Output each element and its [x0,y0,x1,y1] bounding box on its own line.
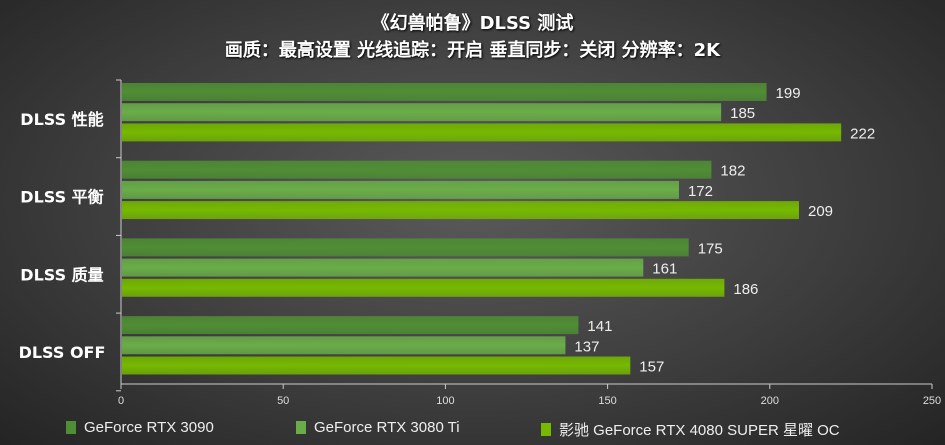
chart-title: 《幻兽帕鲁》DLSS 测试 [371,13,574,34]
legend-swatch [66,421,76,434]
data-label: 175 [698,240,723,257]
data-label: 185 [730,105,755,122]
data-label: 157 [639,359,664,376]
bar [122,123,842,142]
x-tick-label: 0 [118,395,124,407]
x-tick-label: 100 [436,395,454,407]
bar [122,180,679,199]
category-label: DLSS 平衡 [20,188,103,207]
category-label: DLSS 质量 [20,265,103,284]
x-tick-label: 200 [761,395,779,407]
legend-item: GeForce RTX 3080 Ti [296,419,460,436]
bar [122,258,644,277]
bar [122,238,689,257]
bar [122,336,566,355]
legend-item: 影驰 GeForce RTX 4080 SUPER 星曜 OC [541,419,840,440]
x-tick-label: 150 [598,395,616,407]
data-label: 172 [688,183,713,200]
legend-label: 影驰 GeForce RTX 4080 SUPER 星曜 OC [559,422,840,439]
data-label: 209 [808,203,833,220]
category-label: DLSS OFF [19,343,106,362]
data-label: 222 [850,125,875,142]
legend-label: GeForce RTX 3090 [84,419,214,436]
x-tick-label: 50 [277,395,289,407]
bar [122,160,712,179]
chart-subtitle: 画质：最高设置 光线追踪：开启 垂直同步：关闭 分辨率：2K [224,40,721,61]
bar [122,201,799,220]
x-tick-label: 250 [923,395,941,407]
data-label: 141 [587,318,612,335]
data-label: 199 [776,85,801,102]
bar [122,356,631,375]
legend-swatch [296,421,306,434]
bar [122,103,722,122]
data-label: 161 [652,261,677,278]
data-label: 182 [720,163,745,180]
legend-item: GeForce RTX 3090 [66,419,214,436]
bar [122,316,579,335]
legend-swatch [541,423,551,436]
legend-label: GeForce RTX 3080 Ti [314,419,460,436]
bar [122,83,767,101]
category-label: DLSS 性能 [20,110,103,129]
data-label: 186 [733,281,758,298]
data-label: 137 [574,338,599,355]
bar [122,278,725,297]
